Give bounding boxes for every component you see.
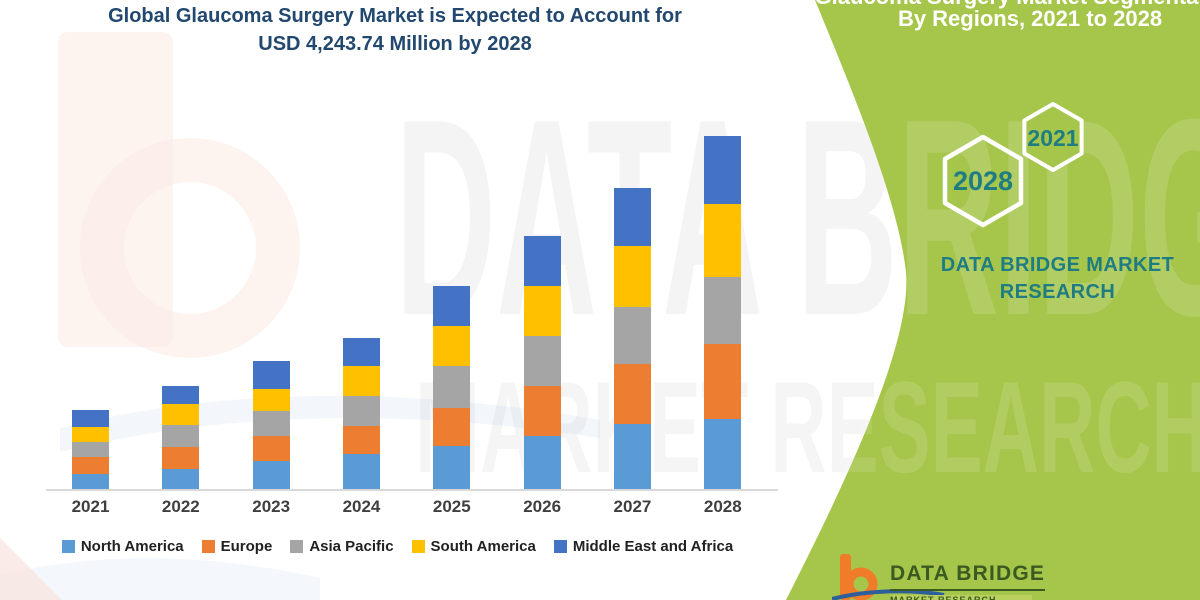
legend-swatch-icon xyxy=(290,540,304,553)
bar-column-2028 xyxy=(704,136,742,489)
bar-column-2027 xyxy=(613,188,651,489)
bar-segment-2023-europe xyxy=(252,436,290,461)
bar-segment-2023-middle-east-and-africa xyxy=(252,361,290,389)
chart-legend: North America Europe Asia Pacific South Ame… xyxy=(0,538,795,555)
hexagon-2028 xyxy=(942,134,1024,228)
data-bridge-logo-icon xyxy=(840,554,878,600)
legend-item-south-america: South America xyxy=(411,538,536,555)
bar-segment-2027-europe xyxy=(613,364,651,424)
watermark-corner-wedge xyxy=(0,538,62,600)
bar-column-2023 xyxy=(252,361,290,489)
bar-column-2022 xyxy=(162,386,200,489)
bar-segment-2025-south-america xyxy=(433,326,471,366)
bar-segment-2026-north-america xyxy=(523,436,561,489)
chart-title-line2: USD 4,243.74 Million by 2028 xyxy=(258,33,532,56)
legend-label: South America xyxy=(430,538,536,555)
bar-segment-2022-europe xyxy=(162,447,200,469)
legend-item-middle-east-and-africa: Middle East and Africa xyxy=(553,538,734,555)
bar-segment-2028-south-america xyxy=(704,204,742,277)
bar-segment-2025-asia-pacific xyxy=(433,366,471,408)
bar-segment-2027-middle-east-and-africa xyxy=(613,188,651,246)
bar-segment-2024-south-america xyxy=(342,366,380,396)
bar-column-2021 xyxy=(72,410,109,489)
hexagons-graphic xyxy=(942,102,1084,228)
bar-segment-2023-north-america xyxy=(252,461,290,489)
bar-segment-2025-europe xyxy=(433,408,471,446)
bar-segment-2022-north-america xyxy=(162,469,200,489)
bar-segment-2025-middle-east-and-africa xyxy=(433,286,471,326)
watermark-b-bowl xyxy=(80,138,300,358)
bar-segment-2024-asia-pacific xyxy=(342,396,380,426)
side-panel-heading-clipped: Global Glaucoma Surgery Market Segmentat… xyxy=(740,0,1200,10)
bar-column-2025 xyxy=(433,286,471,489)
bar-segment-2026-middle-east-and-africa xyxy=(523,236,561,286)
legend-swatch-icon xyxy=(411,540,425,553)
chart-title-line1: Global Glaucoma Surgery Market is Expect… xyxy=(108,5,682,27)
watermark-swoosh-bottom xyxy=(0,558,320,600)
bar-segment-2026-europe xyxy=(523,386,561,436)
side-panel-brand-line2: RESEARCH xyxy=(999,281,1116,303)
chart-title: Global Glaucoma Surgery Market is Expect… xyxy=(0,2,790,59)
legend-label: Middle East and Africa xyxy=(572,538,734,555)
bar-segment-2025-north-america xyxy=(433,446,471,489)
x-axis-label-2025: 2025 xyxy=(432,497,471,516)
bar-segment-2024-north-america xyxy=(342,454,380,489)
legend-swatch-icon xyxy=(201,540,215,553)
legend-label: North America xyxy=(80,538,184,555)
bar-segment-2022-asia-pacific xyxy=(162,425,200,447)
bar-segment-2023-south-america xyxy=(252,389,290,411)
hex-year-2021-label: 2021 xyxy=(1027,125,1079,151)
bar-segment-2024-middle-east-and-africa xyxy=(342,338,380,366)
bar-segment-2021-europe xyxy=(72,457,109,474)
bar-segment-2022-middle-east-and-africa xyxy=(162,386,200,404)
bar-segment-2022-south-america xyxy=(162,404,200,425)
x-axis-label-2023: 2023 xyxy=(252,497,291,516)
stacked-bar-chart: 2021 2022 2023 2024 2025 2026 2027 2028 xyxy=(46,136,778,516)
bar-segment-2027-north-america xyxy=(613,424,651,489)
x-axis-label-2026: 2026 xyxy=(523,497,562,516)
footer-brand-text: DATA BRIDGE xyxy=(890,562,1046,591)
logo-swoosh-icon xyxy=(832,589,945,600)
bar-segment-2028-north-america xyxy=(704,419,742,489)
hex-year-2028-label: 2028 xyxy=(952,166,1014,196)
x-axis-label-2022: 2022 xyxy=(161,497,200,516)
x-axis-label-2028: 2028 xyxy=(703,497,742,516)
legend-item-asia-pacific: Asia Pacific xyxy=(290,538,394,555)
bar-segment-2028-asia-pacific xyxy=(704,277,742,344)
side-panel-brand: DATA BRIDGE MARKET RESEARCH xyxy=(915,252,1200,306)
side-panel-heading: By Regions, 2021 to 2028 xyxy=(897,6,1163,31)
bar-segment-2028-europe xyxy=(704,344,742,419)
green-band-shape xyxy=(786,0,1200,600)
hexagon-2021 xyxy=(1022,102,1084,172)
bar-segment-2021-south-america xyxy=(72,427,109,442)
bar-segment-2024-europe xyxy=(342,426,380,454)
footer-brand-sub: MARKET RESEARCH xyxy=(890,595,1032,600)
bar-segment-2028-middle-east-and-africa xyxy=(704,136,742,204)
legend-swatch-icon xyxy=(553,540,567,553)
x-axis-label-2024: 2024 xyxy=(342,497,381,516)
bar-column-2026 xyxy=(523,236,561,489)
legend-item-europe: Europe xyxy=(201,538,273,555)
legend-label: Asia Pacific xyxy=(309,538,394,555)
bar-segment-2021-north-america xyxy=(72,474,109,489)
legend-label: Europe xyxy=(220,538,273,555)
x-axis-label-2021: 2021 xyxy=(71,497,110,516)
x-axis-line xyxy=(46,489,778,491)
bar-segment-2026-asia-pacific xyxy=(523,336,561,386)
bar-segment-2023-asia-pacific xyxy=(252,411,290,436)
bar-segment-2021-middle-east-and-africa xyxy=(72,410,109,427)
bar-segment-2026-south-america xyxy=(523,286,561,336)
legend-item-north-america: North America xyxy=(61,538,184,555)
side-panel-brand-line1: DATA BRIDGE MARKET xyxy=(940,254,1175,276)
x-axis-label-2027: 2027 xyxy=(613,497,652,516)
bar-segment-2021-asia-pacific xyxy=(72,442,109,457)
bar-column-2024 xyxy=(342,338,380,489)
legend-swatch-icon xyxy=(61,540,75,553)
bar-segment-2027-south-america xyxy=(613,246,651,307)
bar-segment-2027-asia-pacific xyxy=(613,307,651,364)
